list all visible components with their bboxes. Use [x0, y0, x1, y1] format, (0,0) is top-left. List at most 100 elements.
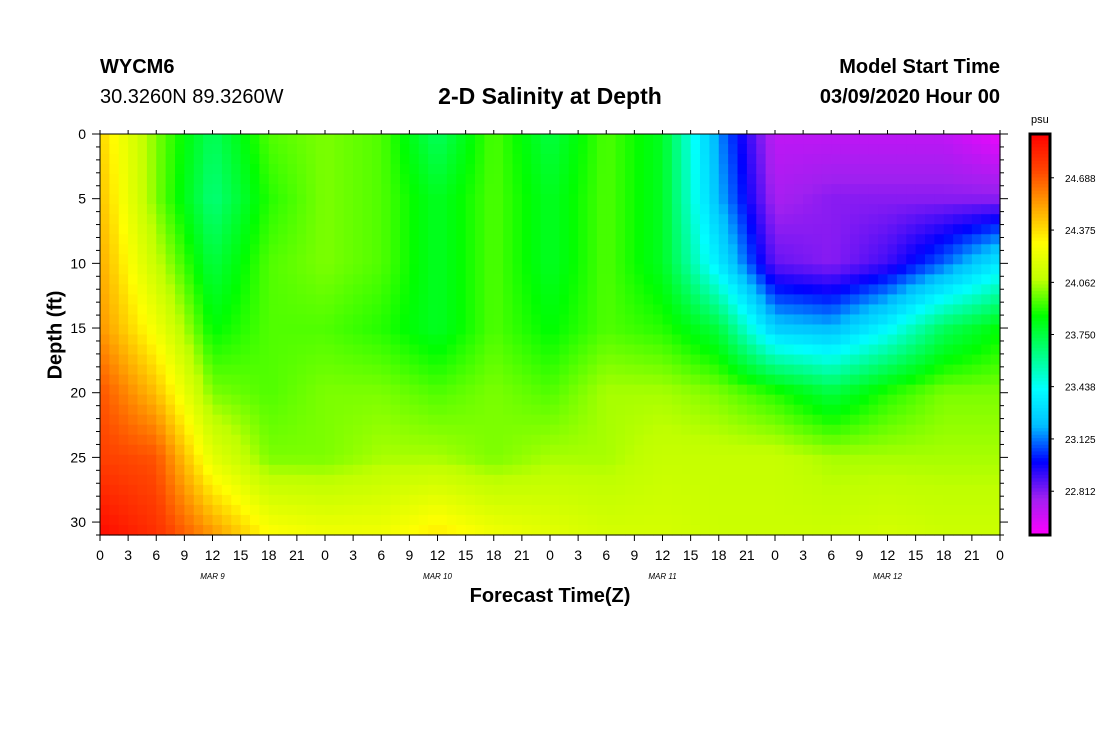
heat-cell: [746, 474, 757, 486]
heat-cell: [343, 394, 354, 406]
heat-cell: [812, 294, 823, 306]
heat-cell: [512, 224, 523, 235]
heat-cell: [250, 304, 260, 316]
heat-cell: [971, 514, 982, 526]
heat-cell: [812, 164, 823, 175]
heat-cell: [775, 254, 785, 265]
heat-cell: [718, 324, 729, 336]
heat-cell: [943, 214, 954, 225]
heat-cell: [850, 294, 860, 306]
heat-cell: [568, 324, 579, 336]
colorbar-segment: [1030, 454, 1050, 459]
heat-cell: [381, 394, 392, 406]
heat-cell: [193, 334, 204, 346]
heat-cell: [934, 304, 945, 316]
heat-cell: [784, 454, 795, 466]
heat-cell: [381, 184, 392, 195]
heat-cell: [746, 414, 757, 426]
heat-cell: [175, 174, 185, 185]
heat-cell: [690, 404, 701, 416]
heat-cell: [343, 374, 354, 386]
heat-cell: [756, 414, 767, 426]
heat-cell: [925, 414, 935, 426]
heat-cell: [662, 254, 673, 265]
heat-cell: [737, 444, 748, 456]
heat-cell: [306, 294, 317, 306]
heat-cell: [784, 284, 795, 296]
heat-cell: [925, 344, 935, 356]
heat-cell: [512, 304, 523, 316]
heat-cell: [100, 424, 110, 436]
heat-cell: [221, 144, 232, 155]
heat-cell: [146, 324, 157, 336]
heat-cell: [634, 484, 645, 496]
heat-cell: [137, 144, 148, 155]
heat-cell: [559, 364, 570, 376]
heat-cell: [428, 244, 439, 255]
heat-cell: [690, 354, 701, 366]
heat-cell: [100, 464, 110, 476]
heat-cell: [128, 494, 139, 506]
heat-cell: [203, 274, 214, 285]
heat-cell: [981, 514, 992, 526]
heat-cell: [578, 174, 589, 185]
heat-cell: [887, 284, 898, 296]
heat-cell: [962, 174, 973, 185]
heat-cell: [456, 174, 467, 185]
heat-cell: [821, 304, 832, 316]
heat-cell: [625, 164, 635, 175]
heat-cell: [606, 314, 617, 326]
heat-cell: [887, 294, 898, 306]
heat-cell: [718, 394, 729, 406]
heat-cell: [409, 194, 420, 205]
heat-cell: [146, 274, 157, 285]
heat-cell: [203, 234, 214, 245]
heat-cell: [709, 494, 720, 506]
heat-cell: [737, 324, 748, 336]
heat-cell: [934, 214, 945, 225]
heat-cell: [428, 314, 439, 326]
heat-cell: [521, 434, 532, 446]
heat-cell: [362, 464, 373, 476]
heat-cell: [175, 274, 185, 285]
heat-cell: [493, 274, 504, 285]
heat-cell: [362, 404, 373, 416]
heat-cell: [146, 484, 157, 496]
heat-cell: [812, 374, 823, 386]
heat-cell: [953, 424, 964, 436]
heat-cell: [362, 374, 373, 386]
heat-cell: [362, 524, 373, 536]
heat-cell: [821, 424, 832, 436]
heat-cell: [578, 494, 589, 506]
station-coordinates: 30.3260N 89.3260W: [100, 86, 284, 108]
heat-cell: [812, 234, 823, 245]
heat-cell: [915, 404, 926, 416]
heat-cell: [643, 134, 654, 145]
heat-cell: [343, 444, 354, 456]
heat-cell: [906, 264, 917, 275]
heat-cell: [409, 524, 420, 536]
heat-cell: [643, 324, 654, 336]
heat-cell: [296, 524, 307, 536]
heat-cell: [859, 134, 870, 145]
heat-cell: [878, 244, 889, 255]
heat-cell: [718, 484, 729, 496]
heat-cell: [887, 214, 898, 225]
heat-cell: [409, 224, 420, 235]
colorbar-segment: [1030, 321, 1050, 326]
heat-cell: [925, 314, 935, 326]
heat-cell: [278, 374, 289, 386]
heat-cell: [137, 424, 148, 436]
heat-cell: [221, 264, 232, 275]
heat-cell: [503, 264, 514, 275]
heat-cell: [109, 164, 120, 175]
heat-cell: [550, 304, 560, 316]
heat-cell: [315, 334, 326, 346]
heat-cell: [971, 424, 982, 436]
heat-cell: [446, 164, 457, 175]
heat-cell: [250, 254, 260, 265]
heat-cell: [400, 494, 410, 506]
heat-cell: [193, 254, 204, 265]
heat-cell: [203, 504, 214, 516]
heat-cell: [896, 464, 907, 476]
